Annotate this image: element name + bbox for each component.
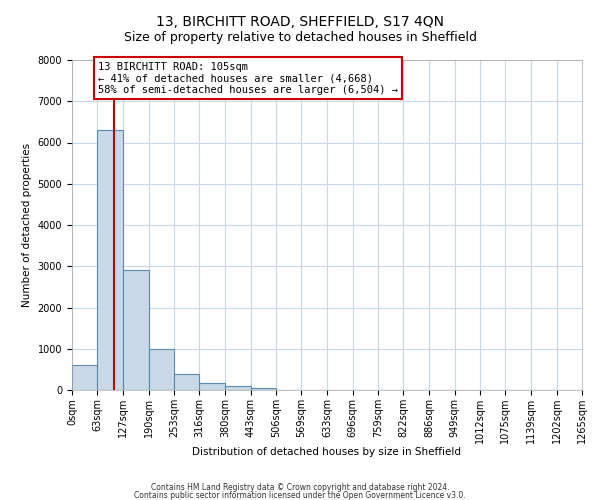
Bar — [174, 374, 199, 390]
Text: 13, BIRCHITT ROAD, SHEFFIELD, S17 4QN: 13, BIRCHITT ROAD, SHEFFIELD, S17 4QN — [156, 16, 444, 30]
Text: Contains public sector information licensed under the Open Government Licence v3: Contains public sector information licen… — [134, 490, 466, 500]
Bar — [149, 349, 174, 390]
Text: Size of property relative to detached houses in Sheffield: Size of property relative to detached ho… — [124, 31, 476, 44]
Bar — [251, 388, 276, 390]
Bar — [123, 270, 149, 390]
Text: 13 BIRCHITT ROAD: 105sqm
← 41% of detached houses are smaller (4,668)
58% of sem: 13 BIRCHITT ROAD: 105sqm ← 41% of detach… — [98, 62, 398, 95]
Y-axis label: Number of detached properties: Number of detached properties — [22, 143, 32, 307]
Text: Contains HM Land Registry data © Crown copyright and database right 2024.: Contains HM Land Registry data © Crown c… — [151, 483, 449, 492]
X-axis label: Distribution of detached houses by size in Sheffield: Distribution of detached houses by size … — [193, 448, 461, 458]
Bar — [72, 365, 97, 390]
Bar — [97, 130, 123, 390]
Bar — [199, 383, 225, 390]
Bar — [225, 386, 251, 390]
